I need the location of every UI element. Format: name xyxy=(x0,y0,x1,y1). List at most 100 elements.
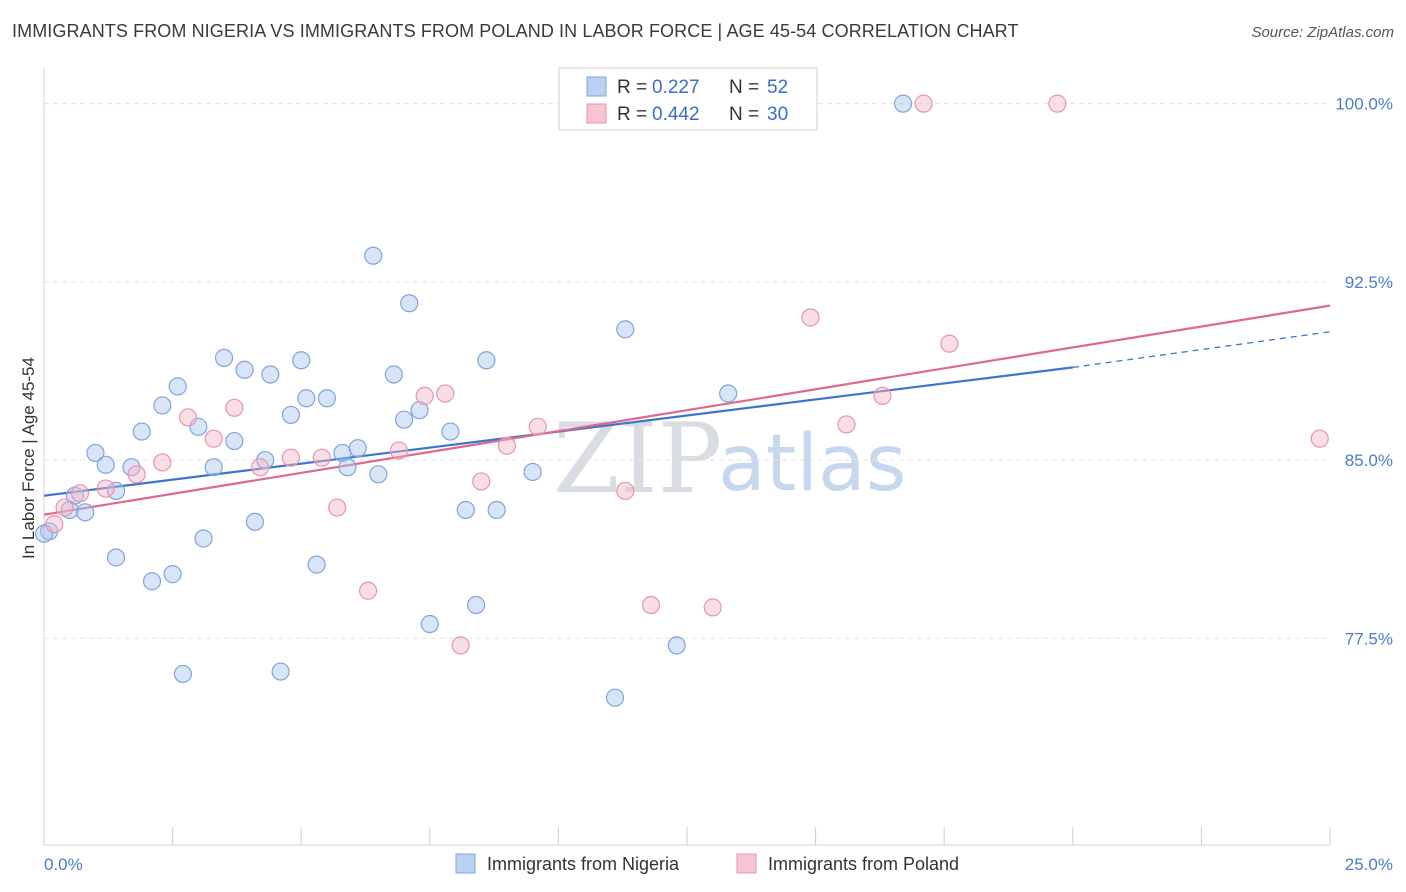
point-nigeria xyxy=(420,614,439,634)
point-poland xyxy=(312,448,331,467)
y-axis-label: In Labor Force | Age 45-54 xyxy=(19,357,38,559)
legend-n-label-poland: N = xyxy=(729,104,759,125)
legend-r-label-nigeria: R = xyxy=(617,77,647,98)
point-nigeria xyxy=(106,548,126,567)
legend-n-label-nigeria: N = xyxy=(729,77,759,98)
point-nigeria xyxy=(261,365,280,384)
x-axis-ticks xyxy=(43,827,1331,845)
legend-n-value-nigeria: 52 xyxy=(767,77,788,98)
point-nigeria xyxy=(369,465,388,484)
point-nigeria xyxy=(271,662,290,681)
point-nigeria xyxy=(441,422,460,441)
point-poland xyxy=(45,515,64,534)
point-poland xyxy=(358,581,378,600)
point-nigeria xyxy=(96,455,115,474)
legend-swatch-nigeria xyxy=(586,76,607,97)
x-tick-label-min: 0.0% xyxy=(44,855,83,874)
legend-swatch-poland xyxy=(586,103,607,124)
point-poland xyxy=(837,415,856,434)
point-nigeria xyxy=(142,572,162,591)
point-poland xyxy=(641,595,661,615)
point-poland xyxy=(436,384,455,403)
correlation-legend: R = 0.227 N = 52 R = 0.442 N = 30 xyxy=(558,67,818,131)
point-poland xyxy=(451,636,470,655)
point-nigeria xyxy=(281,405,301,425)
bottom-legend-label-nigeria: Immigrants from Nigeria xyxy=(487,854,680,874)
point-nigeria xyxy=(292,351,311,370)
point-nigeria xyxy=(317,389,337,408)
series-legend: Immigrants from Nigeria Immigrants from … xyxy=(455,853,959,874)
x-tick-label-max: 25.0% xyxy=(1345,855,1393,874)
data-points xyxy=(34,94,1329,707)
point-poland xyxy=(96,479,115,498)
point-nigeria xyxy=(605,688,625,707)
point-nigeria xyxy=(163,565,182,584)
watermark-atlas: atlas xyxy=(718,419,907,509)
point-nigeria xyxy=(204,458,223,477)
trendline-poland xyxy=(43,304,1331,516)
point-nigeria xyxy=(616,320,635,339)
point-poland xyxy=(497,436,517,455)
point-poland xyxy=(178,408,198,427)
point-nigeria xyxy=(168,377,187,396)
y-tick-label: 100.0% xyxy=(1335,95,1393,114)
point-nigeria xyxy=(348,439,367,458)
point-poland xyxy=(204,429,223,448)
point-nigeria xyxy=(86,443,105,463)
legend-r-value-poland: 0.442 xyxy=(652,104,700,125)
point-nigeria xyxy=(487,500,506,520)
point-poland xyxy=(225,398,244,417)
point-nigeria xyxy=(466,595,486,615)
point-nigeria xyxy=(410,401,429,420)
point-nigeria xyxy=(214,348,234,367)
point-nigeria xyxy=(400,294,419,313)
y-tick-label: 85.0% xyxy=(1345,451,1393,470)
point-poland xyxy=(389,441,409,460)
point-nigeria xyxy=(719,384,738,403)
point-nigeria xyxy=(477,351,496,370)
point-nigeria xyxy=(194,529,213,548)
point-poland xyxy=(1048,94,1067,113)
point-poland xyxy=(873,386,892,406)
point-nigeria xyxy=(523,462,542,482)
point-poland xyxy=(703,598,722,617)
point-poland xyxy=(127,465,146,484)
y-tick-labels: 77.5% 85.0% 92.5% 100.0% xyxy=(1335,95,1393,649)
point-poland xyxy=(415,386,434,406)
bottom-legend-swatch-nigeria xyxy=(455,853,476,874)
point-nigeria xyxy=(394,410,414,429)
point-nigeria xyxy=(245,512,265,531)
legend-r-label-poland: R = xyxy=(617,104,647,125)
point-poland xyxy=(914,94,933,113)
trendline-nigeria-extension xyxy=(1072,331,1331,369)
point-nigeria xyxy=(132,422,151,441)
point-poland xyxy=(281,448,301,467)
bottom-legend-swatch-poland xyxy=(736,853,757,874)
point-poland xyxy=(55,498,74,517)
point-nigeria xyxy=(338,458,357,477)
point-nigeria xyxy=(297,389,316,408)
y-tick-label: 92.5% xyxy=(1345,273,1393,292)
bottom-legend-label-poland: Immigrants from Poland xyxy=(768,854,959,874)
point-poland xyxy=(250,458,270,477)
trend-lines xyxy=(43,304,1331,516)
point-poland xyxy=(1310,429,1329,448)
point-nigeria xyxy=(456,500,475,520)
point-nigeria xyxy=(76,503,95,522)
y-tick-label: 77.5% xyxy=(1345,629,1393,648)
point-poland xyxy=(528,417,547,436)
point-nigeria xyxy=(225,431,244,451)
point-poland xyxy=(801,308,820,327)
point-poland xyxy=(616,481,635,501)
watermark-zip: ZIP xyxy=(553,403,722,515)
point-poland xyxy=(153,453,172,472)
point-nigeria xyxy=(667,636,686,655)
point-nigeria xyxy=(307,555,326,574)
point-nigeria xyxy=(153,396,172,415)
point-nigeria xyxy=(235,360,254,379)
source-credit: Source: ZipAtlas.com xyxy=(1251,24,1394,41)
point-poland xyxy=(328,498,347,517)
point-nigeria xyxy=(364,246,383,265)
chart-title: IMMIGRANTS FROM NIGERIA VS IMMIGRANTS FR… xyxy=(12,21,1019,41)
point-nigeria xyxy=(173,664,192,684)
